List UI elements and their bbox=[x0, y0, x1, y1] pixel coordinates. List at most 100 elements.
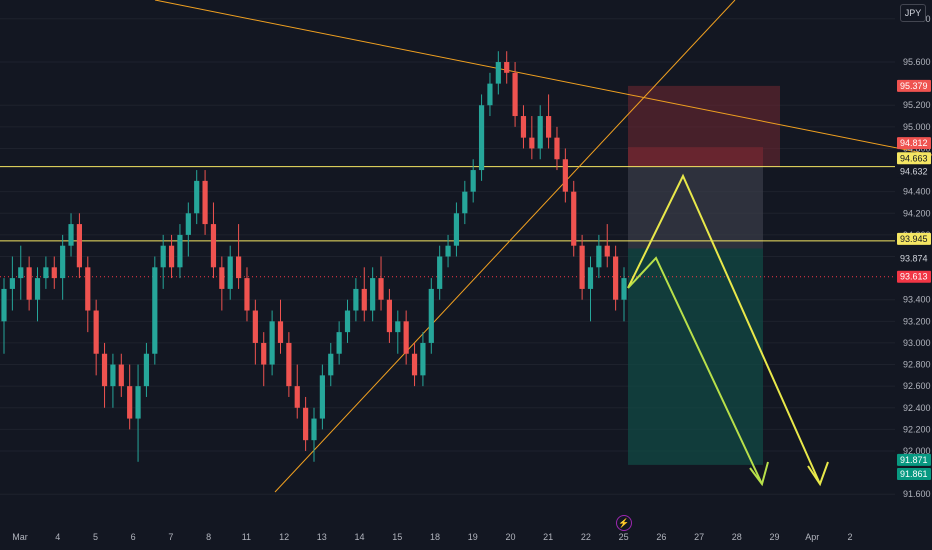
candles bbox=[1, 51, 627, 462]
price-badge bbox=[897, 467, 931, 480]
candle-body bbox=[437, 256, 443, 289]
y-tick-label: 91.600 bbox=[903, 489, 931, 499]
candle-body bbox=[152, 267, 158, 354]
candle-body bbox=[596, 245, 602, 268]
y-tick-label: 93.400 bbox=[903, 295, 931, 305]
candle-body bbox=[537, 116, 543, 149]
lightning-icon[interactable]: ⚡ bbox=[616, 515, 632, 531]
x-tick-label: 6 bbox=[131, 532, 136, 542]
candle-body bbox=[252, 310, 258, 343]
candle-body bbox=[85, 267, 91, 311]
y-tick-label: 92.400 bbox=[903, 403, 931, 413]
candle-body bbox=[160, 245, 166, 268]
candle-body bbox=[277, 321, 284, 343]
target-zone bbox=[628, 248, 763, 465]
candle-body bbox=[378, 278, 384, 300]
stop-zone-inner bbox=[628, 147, 763, 167]
y-tick-label: 92.000 bbox=[903, 446, 931, 456]
candle-body bbox=[127, 386, 133, 419]
price-badges: 95.379 94.812 94.663 94.632 93.945 93.874 93.6… bbox=[897, 79, 931, 480]
candle-body bbox=[579, 245, 585, 289]
price-badge-label: 95.379 bbox=[900, 81, 928, 91]
candle-body bbox=[26, 267, 32, 300]
price-badge bbox=[897, 270, 931, 283]
candle-body bbox=[571, 191, 577, 246]
candle-body bbox=[420, 342, 426, 376]
y-tick-label: 95.000 bbox=[903, 122, 931, 132]
candle-body bbox=[411, 353, 418, 376]
x-tick-label: Apr bbox=[805, 532, 819, 542]
projection-path bbox=[627, 256, 763, 485]
y-tick-label: 92.200 bbox=[903, 424, 931, 434]
candle-body bbox=[93, 310, 99, 354]
candle-body bbox=[43, 267, 49, 279]
price-badge-label: 94.812 bbox=[900, 138, 928, 148]
candle-body bbox=[210, 224, 217, 268]
candle-body bbox=[512, 72, 518, 117]
candle-body bbox=[244, 278, 250, 311]
candle-body bbox=[428, 288, 434, 343]
arrow-head bbox=[807, 461, 829, 487]
y-tick-label: 93.000 bbox=[903, 338, 931, 348]
price-badge bbox=[897, 453, 931, 466]
candle-body bbox=[621, 278, 627, 300]
x-tick-label: 11 bbox=[242, 532, 251, 542]
candle-body bbox=[604, 245, 610, 257]
candle-body bbox=[462, 191, 468, 214]
candle-body bbox=[386, 299, 393, 333]
x-tick-label: 5 bbox=[93, 532, 98, 542]
candle-body bbox=[520, 116, 527, 138]
candle-body bbox=[328, 353, 334, 376]
candle-body bbox=[235, 256, 242, 279]
price-badge-label: 93.945 bbox=[900, 234, 928, 244]
candle-body bbox=[613, 256, 619, 300]
candle-body bbox=[353, 288, 359, 311]
candle-body bbox=[110, 364, 116, 387]
currency-button[interactable]: JPY bbox=[900, 4, 926, 22]
candle-body bbox=[60, 245, 66, 279]
candle-body bbox=[445, 245, 451, 257]
candle-body bbox=[135, 386, 141, 419]
candle-body bbox=[269, 321, 275, 365]
candle-body bbox=[395, 321, 401, 333]
candle-body bbox=[587, 267, 594, 289]
risk-reward-zones bbox=[628, 85, 780, 465]
x-tick-label: 22 bbox=[581, 532, 591, 542]
candle-body bbox=[202, 180, 208, 225]
price-badge-label: 93.874 bbox=[900, 254, 928, 264]
candle-body bbox=[143, 353, 150, 387]
candle-body bbox=[470, 170, 476, 192]
time-axis[interactable]: Mar 4 5 6 7 8 11 12 13 14 15 18 19 20 21 22 25 26 27 28 29 Ap… bbox=[12, 532, 852, 542]
price-badge bbox=[897, 79, 931, 92]
price-badge bbox=[897, 165, 931, 178]
candle-body bbox=[294, 386, 300, 408]
x-tick-label: 7 bbox=[168, 532, 173, 542]
x-tick-label: Mar bbox=[12, 532, 28, 542]
candle-body bbox=[545, 116, 552, 138]
price-badge-label: 93.613 bbox=[900, 272, 928, 282]
candle-body bbox=[344, 310, 351, 333]
candle-body bbox=[101, 353, 108, 387]
candle-body bbox=[311, 418, 317, 441]
price-badge-label: 91.871 bbox=[900, 455, 928, 465]
x-tick-label: 28 bbox=[732, 532, 742, 542]
candle-body bbox=[562, 159, 568, 192]
price-badge bbox=[897, 137, 931, 150]
x-tick-label: 27 bbox=[694, 532, 704, 542]
x-tick-label: 21 bbox=[543, 532, 553, 542]
candle-body bbox=[554, 137, 560, 160]
price-badge bbox=[897, 232, 931, 245]
x-tick-label: 14 bbox=[355, 532, 365, 542]
x-tick-label: 15 bbox=[392, 532, 402, 542]
x-tick-label: 29 bbox=[770, 532, 780, 542]
candle-body bbox=[185, 213, 191, 235]
candle-body bbox=[319, 375, 325, 419]
candle-body bbox=[76, 224, 83, 268]
x-tick-label: 8 bbox=[206, 532, 211, 542]
arrow-head bbox=[749, 461, 769, 487]
price-badge-label: 91.861 bbox=[900, 469, 928, 479]
x-tick-label: 26 bbox=[656, 532, 666, 542]
candle-body bbox=[194, 180, 200, 214]
candle-body bbox=[227, 256, 233, 289]
